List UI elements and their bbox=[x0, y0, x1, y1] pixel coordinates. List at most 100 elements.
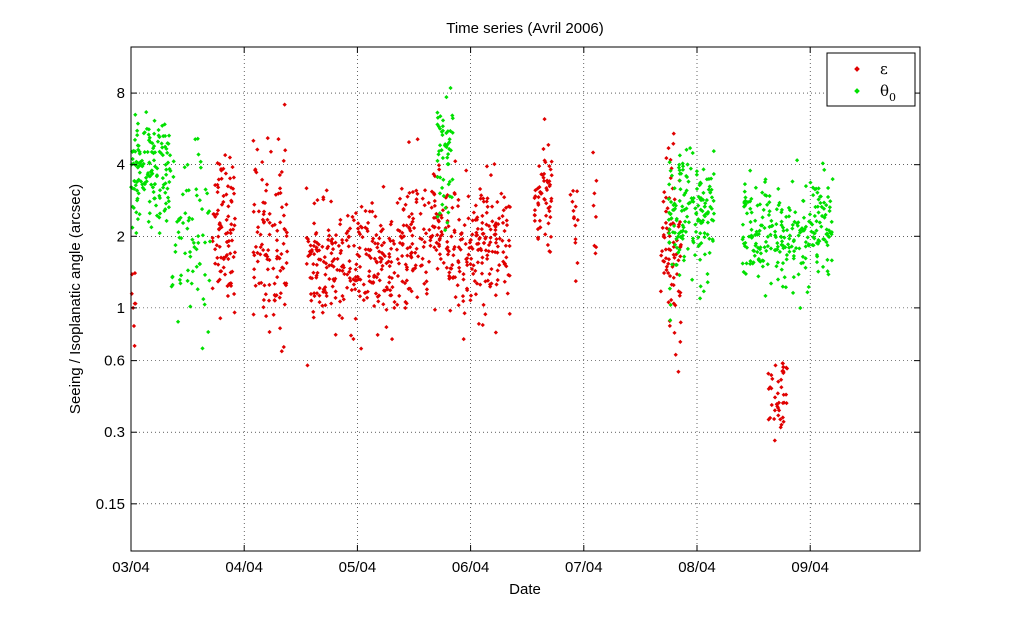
data-point bbox=[441, 193, 446, 199]
data-point bbox=[541, 178, 547, 184]
data-point bbox=[271, 312, 276, 317]
data-point bbox=[263, 188, 269, 193]
data-point bbox=[272, 292, 277, 298]
data-point bbox=[445, 142, 450, 147]
data-point bbox=[776, 186, 781, 191]
data-point bbox=[803, 184, 809, 189]
data-point bbox=[437, 252, 443, 257]
data-point bbox=[755, 249, 760, 255]
data-point bbox=[335, 267, 340, 273]
data-point bbox=[664, 267, 669, 273]
data-point bbox=[217, 220, 222, 226]
data-point bbox=[397, 196, 403, 201]
data-point bbox=[224, 217, 229, 222]
data-point bbox=[409, 255, 414, 260]
data-point bbox=[348, 333, 354, 338]
data-point bbox=[311, 243, 317, 248]
data-point bbox=[744, 261, 749, 266]
data-point bbox=[193, 137, 198, 142]
data-point bbox=[779, 267, 784, 272]
data-point bbox=[178, 281, 183, 286]
data-point bbox=[160, 176, 165, 181]
data-point bbox=[780, 225, 786, 230]
data-point bbox=[681, 258, 687, 263]
data-point bbox=[767, 200, 772, 205]
legend: εθ0 bbox=[826, 52, 916, 107]
data-point bbox=[163, 201, 169, 206]
data-point bbox=[659, 253, 664, 258]
data-point bbox=[544, 187, 550, 193]
data-point bbox=[423, 270, 429, 275]
data-point bbox=[775, 391, 780, 396]
data-point bbox=[194, 247, 199, 252]
data-point bbox=[165, 186, 170, 191]
data-point bbox=[671, 202, 676, 208]
data-point bbox=[415, 137, 420, 142]
data-point bbox=[327, 233, 332, 238]
data-point bbox=[706, 187, 711, 192]
data-point bbox=[311, 309, 316, 314]
data-point bbox=[768, 232, 773, 237]
data-point bbox=[780, 400, 786, 406]
data-point bbox=[226, 204, 231, 209]
data-point bbox=[780, 369, 785, 374]
data-point bbox=[769, 372, 774, 378]
data-point bbox=[741, 235, 746, 240]
data-point bbox=[284, 233, 289, 239]
data-point bbox=[166, 205, 172, 210]
data-point bbox=[471, 271, 476, 276]
data-point bbox=[571, 214, 577, 220]
data-point bbox=[664, 155, 669, 161]
data-point bbox=[686, 201, 691, 206]
data-point bbox=[133, 149, 138, 154]
data-point bbox=[680, 167, 686, 172]
data-point bbox=[178, 273, 184, 278]
data-point bbox=[533, 188, 538, 193]
data-point bbox=[490, 219, 495, 224]
data-point bbox=[224, 192, 229, 197]
data-point bbox=[338, 217, 343, 223]
data-point bbox=[259, 242, 265, 247]
data-point bbox=[320, 303, 325, 308]
data-point bbox=[402, 280, 408, 286]
data-point bbox=[404, 223, 409, 228]
data-point bbox=[536, 202, 541, 208]
data-point bbox=[689, 277, 695, 282]
data-point bbox=[826, 234, 831, 239]
data-point bbox=[408, 222, 414, 227]
data-point bbox=[767, 415, 773, 421]
data-point bbox=[543, 213, 549, 218]
data-point bbox=[818, 194, 823, 199]
data-point bbox=[672, 186, 677, 191]
data-point bbox=[502, 279, 507, 284]
data-point bbox=[355, 252, 360, 257]
data-point bbox=[702, 235, 707, 240]
data-point bbox=[778, 377, 784, 382]
data-point bbox=[370, 239, 375, 244]
data-point bbox=[392, 270, 397, 276]
data-point bbox=[455, 204, 461, 209]
data-point bbox=[205, 191, 210, 196]
data-point bbox=[784, 365, 789, 370]
data-point bbox=[363, 225, 368, 230]
data-point bbox=[432, 307, 438, 312]
data-point bbox=[696, 235, 701, 240]
data-point bbox=[763, 293, 768, 299]
data-point bbox=[469, 266, 475, 272]
data-point bbox=[484, 164, 490, 169]
data-point bbox=[437, 211, 442, 216]
data-point bbox=[682, 219, 688, 224]
data-point bbox=[816, 210, 821, 215]
data-point bbox=[137, 212, 142, 217]
data-point bbox=[677, 273, 682, 278]
data-point bbox=[348, 278, 353, 283]
data-point bbox=[305, 237, 311, 242]
data-point bbox=[770, 376, 775, 381]
data-point bbox=[321, 259, 326, 264]
data-point bbox=[370, 209, 375, 214]
data-point bbox=[274, 238, 280, 243]
data-point bbox=[676, 369, 681, 374]
data-point bbox=[257, 281, 262, 286]
data-point bbox=[821, 237, 826, 242]
data-point bbox=[281, 266, 286, 271]
